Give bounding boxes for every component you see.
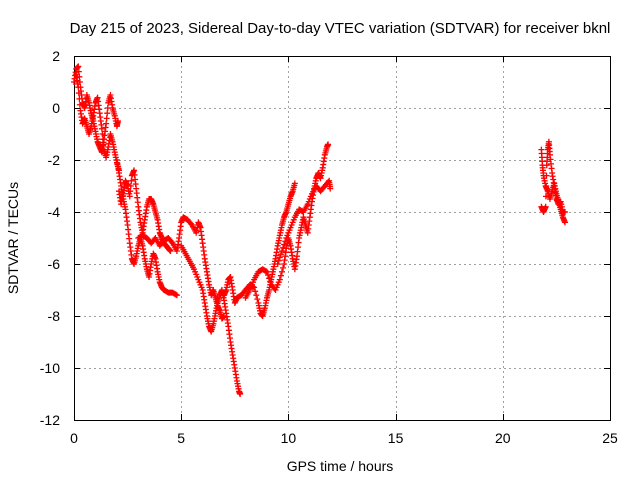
data-point — [237, 391, 244, 397]
data-point — [254, 296, 261, 303]
y-tick-label: -6 — [48, 256, 61, 272]
x-tick-label: 25 — [602, 430, 618, 446]
data-point — [100, 141, 107, 148]
data-points — [71, 63, 568, 397]
y-tick-label: -4 — [48, 204, 61, 220]
data-point — [275, 257, 282, 264]
data-point — [277, 251, 284, 258]
data-point — [277, 272, 284, 279]
data-point — [76, 95, 83, 102]
y-tick-label: 0 — [52, 100, 60, 116]
data-point — [276, 254, 283, 261]
data-point — [75, 84, 82, 91]
data-point — [172, 291, 179, 298]
data-point — [173, 292, 180, 299]
data-point — [167, 248, 174, 254]
data-point — [561, 219, 568, 226]
data-point — [75, 90, 82, 97]
data-point — [542, 203, 549, 210]
x-tick-label: 20 — [495, 430, 511, 446]
data-point — [280, 264, 287, 271]
y-tick-label: -10 — [40, 360, 60, 376]
data-point — [291, 180, 298, 187]
chart-title: Day 215 of 2023, Sidereal Day-to-day VTE… — [70, 20, 611, 37]
y-tick-label: -8 — [48, 308, 61, 324]
y-tick-label: -2 — [48, 152, 61, 168]
x-axis-label: GPS time / hours — [287, 458, 394, 474]
data-point — [267, 278, 274, 285]
data-point — [281, 241, 288, 248]
data-point — [75, 63, 82, 70]
data-point — [327, 185, 334, 192]
data-point — [252, 288, 259, 295]
data-point — [98, 125, 105, 132]
data-point — [265, 272, 272, 279]
data-point — [280, 244, 287, 251]
data-point — [263, 268, 270, 275]
y-tick-label: 2 — [52, 48, 60, 64]
data-point — [278, 248, 285, 254]
data-point — [276, 276, 283, 283]
data-point — [187, 220, 194, 227]
plot-frame — [74, 56, 611, 421]
data-point — [542, 193, 549, 200]
data-point — [127, 183, 134, 189]
data-point — [103, 115, 110, 122]
data-point — [127, 188, 134, 195]
data-point — [126, 193, 133, 200]
data-point — [253, 292, 260, 299]
data-point — [104, 110, 111, 117]
data-point — [168, 238, 175, 245]
x-tick-label: 5 — [177, 430, 185, 446]
data-point — [543, 172, 550, 179]
data-point — [278, 268, 285, 275]
data-point — [561, 209, 568, 215]
data-point — [103, 120, 110, 127]
data-point — [76, 101, 83, 108]
data-point — [274, 261, 281, 267]
x-tick-label: 15 — [388, 430, 404, 446]
data-point — [543, 183, 550, 189]
data-point — [114, 118, 121, 124]
data-point — [325, 141, 332, 148]
data-point — [128, 177, 135, 184]
y-axis-label: SDTVAR / TECUs — [5, 182, 21, 294]
data-point — [282, 238, 289, 245]
x-tick-label: 0 — [70, 430, 78, 446]
x-tick-label: 10 — [281, 430, 297, 446]
data-point — [99, 136, 106, 143]
data-point — [99, 131, 106, 137]
y-tick-label: -12 — [40, 412, 60, 428]
data-point — [266, 275, 273, 282]
